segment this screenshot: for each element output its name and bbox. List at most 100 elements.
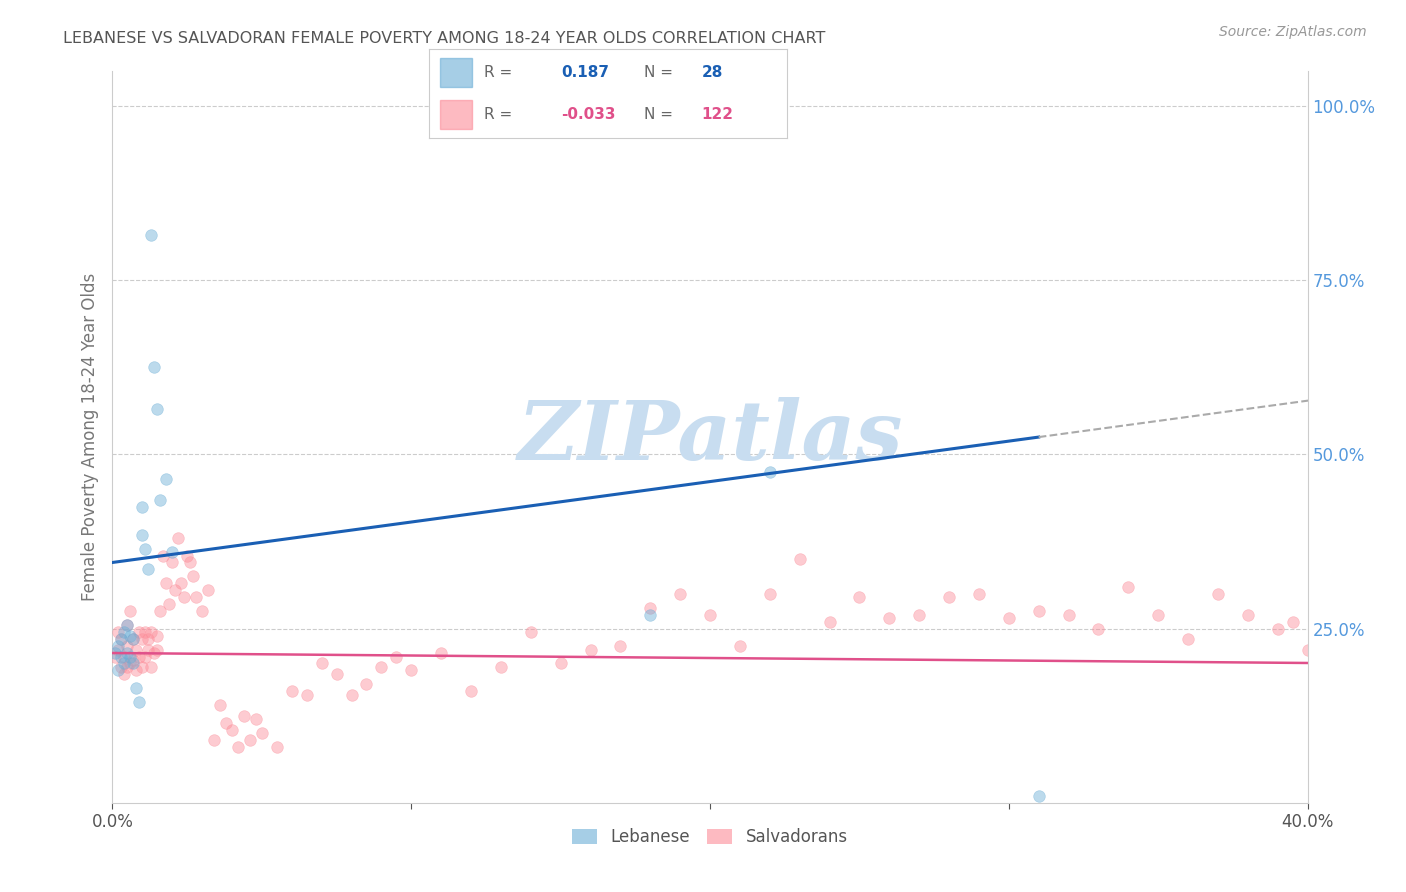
Point [120, 629, 142, 643]
Text: R =: R = [485, 65, 513, 80]
Text: Source: ZipAtlas.com: Source: ZipAtlas.com [1219, 25, 1367, 39]
Point [669, 587, 692, 601]
Point [122, 657, 145, 671]
Point [356, 677, 378, 691]
Point [131, 500, 153, 514]
Point [162, 545, 183, 559]
Point [114, 625, 135, 640]
Legend: Lebanese, Salvadorans: Lebanese, Salvadorans [565, 822, 855, 853]
Text: R =: R = [485, 107, 513, 121]
Point [699, 607, 721, 622]
Y-axis label: Female Poverty Among 18-24 Year Olds: Female Poverty Among 18-24 Year Olds [80, 273, 98, 601]
Point [759, 465, 782, 479]
Point [233, 708, 256, 723]
Point [117, 618, 139, 632]
Point [110, 632, 132, 646]
Point [789, 552, 811, 566]
Point [967, 587, 990, 601]
Point [114, 649, 135, 664]
Point [138, 632, 160, 646]
Point [155, 472, 177, 486]
Point [181, 569, 204, 583]
Text: -0.033: -0.033 [561, 107, 616, 121]
Point [1177, 632, 1199, 646]
Point [1028, 604, 1050, 618]
Point [266, 740, 288, 755]
Point [141, 228, 163, 243]
FancyBboxPatch shape [440, 58, 472, 87]
Point [134, 541, 156, 556]
Point [125, 664, 148, 678]
Point [176, 549, 198, 563]
Point [134, 625, 156, 640]
Point [122, 632, 145, 646]
Point [1147, 607, 1170, 622]
Text: LEBANESE VS SALVADORAN FEMALE POVERTY AMONG 18-24 YEAR OLDS CORRELATION CHART: LEBANESE VS SALVADORAN FEMALE POVERTY AM… [63, 31, 825, 46]
Point [250, 726, 273, 740]
Point [107, 642, 129, 657]
Point [1057, 607, 1080, 622]
Point [281, 684, 304, 698]
Point [146, 629, 169, 643]
Point [879, 611, 901, 625]
Point [125, 681, 148, 695]
Point [579, 642, 602, 657]
Point [1341, 642, 1364, 657]
Point [197, 583, 219, 598]
Point [191, 604, 214, 618]
Point [131, 527, 153, 541]
Point [340, 688, 363, 702]
Point [107, 625, 129, 640]
Point [1357, 657, 1379, 671]
Point [1312, 618, 1334, 632]
Point [325, 667, 347, 681]
Point [460, 684, 482, 698]
Point [609, 639, 631, 653]
Point [114, 657, 135, 671]
Point [107, 639, 129, 653]
Point [157, 597, 180, 611]
Point [186, 591, 208, 605]
Point [155, 576, 177, 591]
Point [385, 649, 408, 664]
Point [998, 611, 1021, 625]
Point [1028, 789, 1050, 803]
Point [128, 695, 150, 709]
Point [370, 660, 392, 674]
Point [759, 587, 782, 601]
Point [295, 688, 318, 702]
Point [117, 618, 139, 632]
Point [138, 562, 160, 576]
Point [146, 402, 169, 417]
Point [110, 649, 132, 664]
Point [152, 549, 174, 563]
Text: N =: N = [644, 65, 673, 80]
Point [239, 733, 262, 747]
Point [818, 615, 841, 629]
Text: ZIPatlas: ZIPatlas [517, 397, 903, 477]
Point [170, 576, 193, 591]
Point [520, 625, 543, 640]
Point [141, 625, 163, 640]
Point [122, 632, 145, 646]
Text: 122: 122 [702, 107, 734, 121]
Point [128, 649, 150, 664]
Point [128, 625, 150, 640]
Point [430, 646, 453, 660]
Point [131, 632, 153, 646]
Point [134, 649, 156, 664]
FancyBboxPatch shape [440, 100, 472, 129]
Point [120, 604, 142, 618]
Point [149, 604, 172, 618]
Point [120, 649, 142, 664]
Point [122, 653, 145, 667]
Point [173, 591, 195, 605]
Point [138, 642, 160, 657]
Point [209, 698, 232, 713]
Point [1326, 625, 1348, 640]
Point [640, 600, 662, 615]
Point [1237, 607, 1260, 622]
Point [179, 556, 201, 570]
Point [1281, 615, 1303, 629]
Point [146, 642, 169, 657]
